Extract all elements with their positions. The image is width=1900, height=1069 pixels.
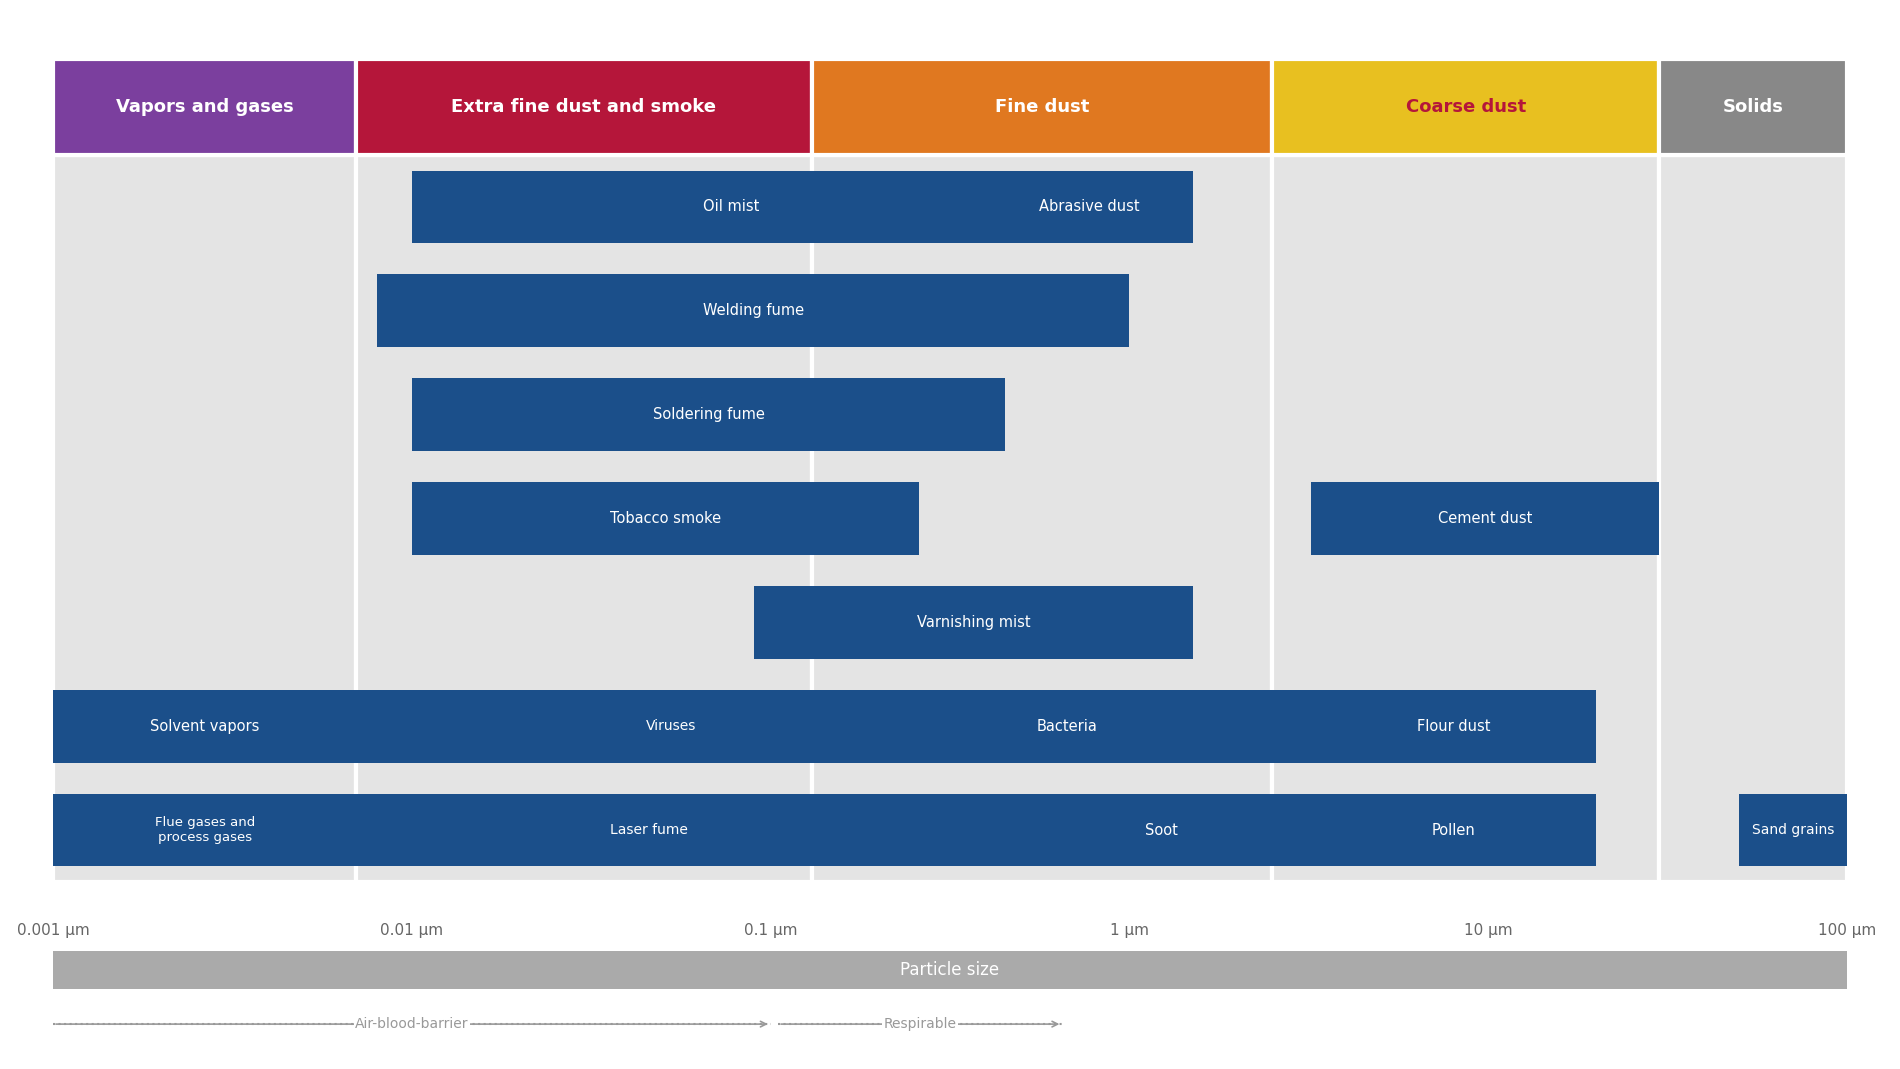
- Text: Vapors and gases: Vapors and gases: [116, 98, 294, 115]
- Text: Viruses: Viruses: [646, 719, 697, 733]
- Text: Air-blood-barrier: Air-blood-barrier: [355, 1017, 469, 1032]
- Text: Cement dust: Cement dust: [1438, 511, 1531, 526]
- Text: Solids: Solids: [1723, 98, 1784, 115]
- Text: 10 μm: 10 μm: [1463, 923, 1512, 938]
- Text: 100 μm: 100 μm: [1818, 923, 1875, 938]
- Text: Solvent vapors: Solvent vapors: [150, 718, 260, 733]
- Text: Varnishing mist: Varnishing mist: [916, 615, 1030, 630]
- Text: Flue gases and
process gases: Flue gases and process gases: [154, 816, 255, 845]
- Text: 1 μm: 1 μm: [1110, 923, 1150, 938]
- Text: Fine dust: Fine dust: [994, 98, 1089, 115]
- Text: Respirable: Respirable: [884, 1017, 958, 1032]
- Text: 0.001 μm: 0.001 μm: [17, 923, 89, 938]
- Text: Extra fine dust and smoke: Extra fine dust and smoke: [452, 98, 716, 115]
- Text: Tobacco smoke: Tobacco smoke: [610, 511, 722, 526]
- Text: Soldering fume: Soldering fume: [652, 407, 764, 422]
- Text: 0.01 μm: 0.01 μm: [380, 923, 443, 938]
- Text: 0.1 μm: 0.1 μm: [745, 923, 798, 938]
- Text: Coarse dust: Coarse dust: [1406, 98, 1526, 115]
- Text: Oil mist: Oil mist: [703, 200, 758, 215]
- Text: Sand grains: Sand grains: [1752, 823, 1834, 837]
- Text: Laser fume: Laser fume: [610, 823, 688, 837]
- Text: Abrasive dust: Abrasive dust: [1039, 200, 1140, 215]
- Text: Flour dust: Flour dust: [1417, 718, 1490, 733]
- Text: Pollen: Pollen: [1431, 822, 1474, 837]
- Text: Particle size: Particle size: [901, 961, 999, 979]
- Text: Soot: Soot: [1144, 822, 1178, 837]
- Text: Bacteria: Bacteria: [1037, 718, 1098, 733]
- Text: Welding fume: Welding fume: [703, 304, 804, 319]
